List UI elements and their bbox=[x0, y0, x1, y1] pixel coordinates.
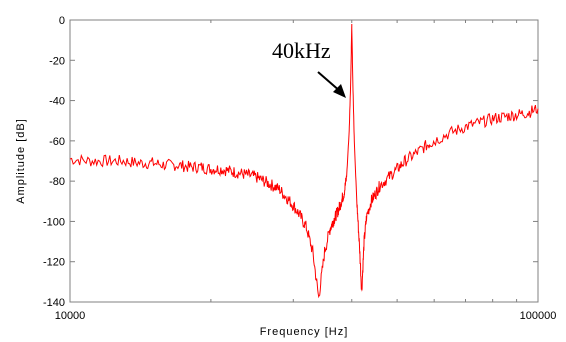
plot-area bbox=[69, 19, 539, 303]
x-tick-label: 10000 bbox=[55, 310, 86, 322]
x-axis-label: Frequency [Hz] bbox=[260, 326, 349, 338]
y-axis-ticks: 0 -20 -40 -60 -80 -100 -120 -140 bbox=[43, 15, 538, 309]
series-line bbox=[69, 23, 539, 299]
series-layer bbox=[69, 23, 539, 299]
y-tick-label: -20 bbox=[49, 55, 65, 67]
x-axis-ticks: 10000 100000 bbox=[55, 20, 557, 322]
y-tick-label: 0 bbox=[59, 15, 65, 27]
y-tick-label: -80 bbox=[49, 176, 65, 188]
peak-annotation-label: 40kHz bbox=[272, 38, 331, 63]
y-tick-label: -140 bbox=[43, 297, 65, 309]
y-tick-label: -100 bbox=[43, 216, 65, 228]
x-tick-label: 100000 bbox=[520, 310, 557, 322]
y-tick-label: -60 bbox=[49, 136, 65, 148]
y-axis-label: Amplitude [dB] bbox=[15, 118, 27, 204]
arrow-head bbox=[333, 84, 346, 98]
y-tick-label: -40 bbox=[49, 96, 65, 108]
y-tick-label: -120 bbox=[43, 257, 65, 269]
